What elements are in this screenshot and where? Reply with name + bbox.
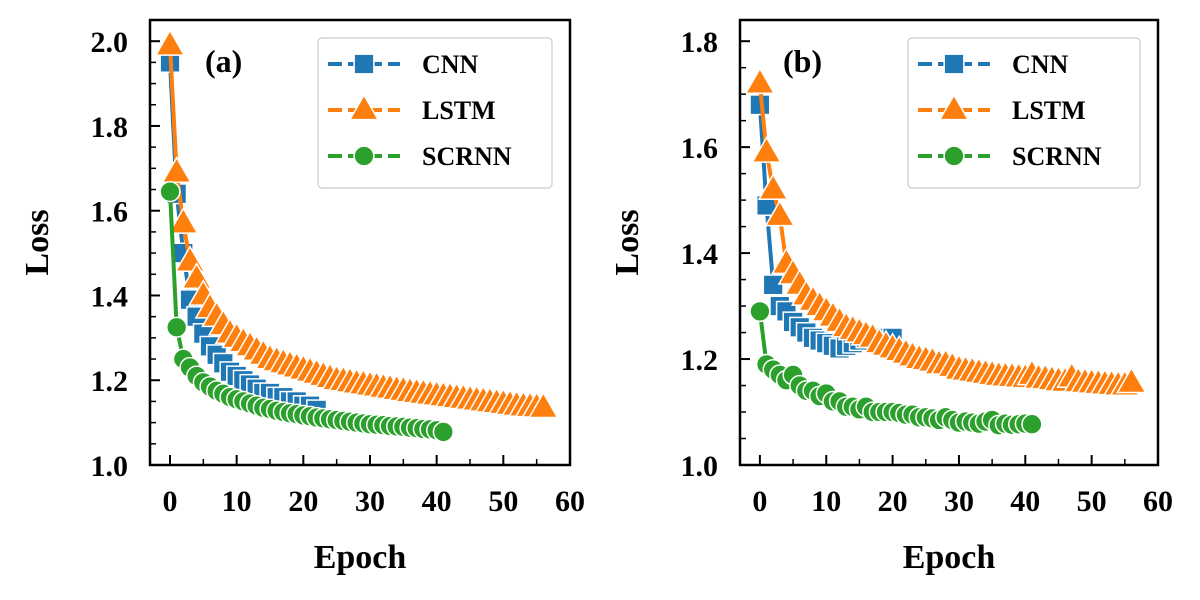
series-lstm: [154, 29, 559, 419]
y-tick-label: 1.6: [681, 132, 719, 165]
panel-label: (b): [783, 43, 822, 79]
series-scrnn: [749, 300, 1043, 436]
x-tick-label: 50: [488, 485, 518, 518]
x-tick-label: 60: [555, 485, 585, 518]
legend-label-cnn: CNN: [1012, 50, 1069, 79]
y-tick-label: 1.6: [91, 196, 129, 229]
x-tick-label: 0: [163, 485, 178, 518]
legend: CNN LSTM SCRNN: [907, 37, 1141, 189]
x-tick-label: 30: [355, 485, 385, 518]
y-tick-label: 1.2: [91, 365, 129, 398]
x-axis-title: Epoch: [903, 539, 996, 576]
y-tick-label: 1.8: [681, 26, 719, 59]
x-tick-label: 10: [811, 485, 841, 518]
data-point-scrnn: [749, 300, 771, 323]
x-axis-title: Epoch: [314, 539, 407, 576]
panel-label: (a): [205, 43, 242, 79]
data-point-scrnn: [166, 316, 188, 338]
data-point-lstm: [764, 199, 796, 227]
y-tick-label: 1.2: [681, 344, 719, 377]
legend-marker-lstm: [938, 93, 970, 121]
series-lstm: [744, 67, 1147, 396]
y-tick-label: 1.8: [91, 111, 129, 144]
data-point-lstm: [527, 391, 559, 419]
legend-label-scrnn: SCRNN: [422, 142, 512, 171]
legend-frame: [907, 37, 1141, 189]
x-tick-label: 40: [1010, 485, 1040, 518]
y-tick-label: 1.4: [681, 238, 719, 271]
legend-marker-cnn: [943, 53, 965, 75]
y-tick-label: 1.0: [681, 450, 719, 483]
legend-marker-lstm: [348, 93, 380, 121]
axes-frame: [148, 18, 572, 467]
x-tick-label: 0: [752, 485, 767, 518]
y-tick-label: 1.4: [91, 280, 129, 313]
legend-label-lstm: LSTM: [422, 96, 496, 125]
x-tick-label: 20: [288, 485, 318, 518]
data-point-cnn: [762, 274, 784, 296]
x-tick-label: 10: [222, 485, 252, 518]
y-axis-title: Loss: [19, 209, 56, 275]
legend: CNN LSTM SCRNN: [317, 37, 553, 189]
data-point-lstm: [154, 29, 186, 56]
data-point-lstm: [1116, 366, 1147, 394]
axes-frame: [738, 18, 1160, 467]
legend-frame: [317, 37, 553, 189]
x-tick-label: 20: [878, 485, 908, 518]
data-point-lstm: [744, 67, 776, 94]
data-point-lstm: [751, 136, 782, 163]
data-point-lstm: [161, 156, 193, 183]
data-point-scrnn: [432, 421, 454, 443]
legend-label-scrnn: SCRNN: [1012, 142, 1102, 171]
panel-a: 0 10 20 30 40 50 60 1.0 1.2 1.4 1.6 1.8 2.0 Epoch Loss…: [19, 18, 585, 576]
series-scrnn: [159, 180, 454, 443]
data-point-scrnn: [159, 180, 181, 203]
legend-label-cnn: CNN: [422, 50, 479, 79]
x-tick-label: 30: [944, 485, 974, 518]
x-tick-label: 60: [1143, 485, 1173, 518]
legend-marker-scrnn: [353, 145, 375, 167]
x-tick-label: 40: [422, 485, 452, 518]
y-axis-title: Loss: [609, 209, 646, 275]
data-point-lstm: [167, 207, 199, 234]
legend-marker-scrnn: [943, 145, 965, 167]
data-point-scrnn: [1021, 413, 1043, 435]
y-tick-label: 2.0: [91, 26, 129, 59]
x-tick-label: 50: [1077, 485, 1107, 518]
y-tick-label: 1.0: [91, 450, 129, 483]
panel-b: 0 10 20 30 40 50 60 1.0 1.2 1.4 1.6 1.8 Epoch Loss (b)…: [609, 18, 1173, 576]
data-point-lstm: [757, 173, 789, 200]
legend-marker-cnn: [353, 53, 375, 75]
legend-label-lstm: LSTM: [1012, 96, 1086, 125]
